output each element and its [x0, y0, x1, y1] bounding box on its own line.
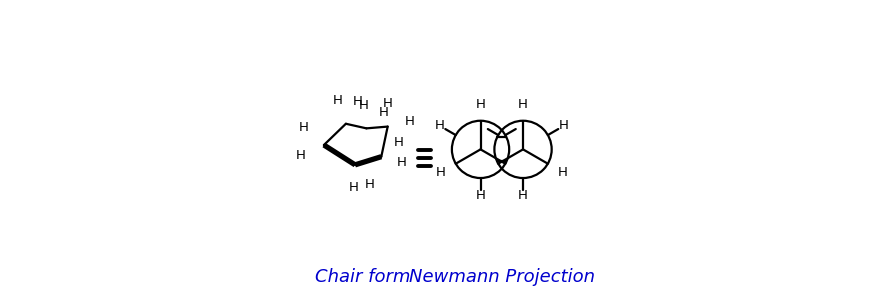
Text: H: H — [396, 156, 406, 169]
Text: H: H — [359, 99, 369, 112]
Text: H: H — [393, 136, 404, 149]
Text: H: H — [476, 98, 485, 111]
Text: H: H — [299, 121, 308, 134]
Text: H: H — [518, 189, 528, 202]
Text: H: H — [364, 178, 375, 191]
Text: H: H — [383, 97, 393, 110]
Text: H: H — [332, 94, 342, 107]
Text: H: H — [435, 119, 444, 132]
Text: H: H — [296, 149, 306, 162]
Text: Chair form: Chair form — [316, 268, 411, 286]
Text: H: H — [436, 166, 445, 179]
Text: H: H — [559, 119, 569, 132]
Text: Newmann Projection: Newmann Projection — [409, 268, 595, 286]
Text: H: H — [476, 189, 485, 202]
Text: H: H — [518, 98, 528, 111]
Text: H: H — [558, 166, 568, 179]
Text: H: H — [379, 106, 388, 119]
Text: H: H — [404, 116, 415, 128]
Text: H: H — [348, 180, 358, 193]
Text: H: H — [353, 95, 363, 108]
